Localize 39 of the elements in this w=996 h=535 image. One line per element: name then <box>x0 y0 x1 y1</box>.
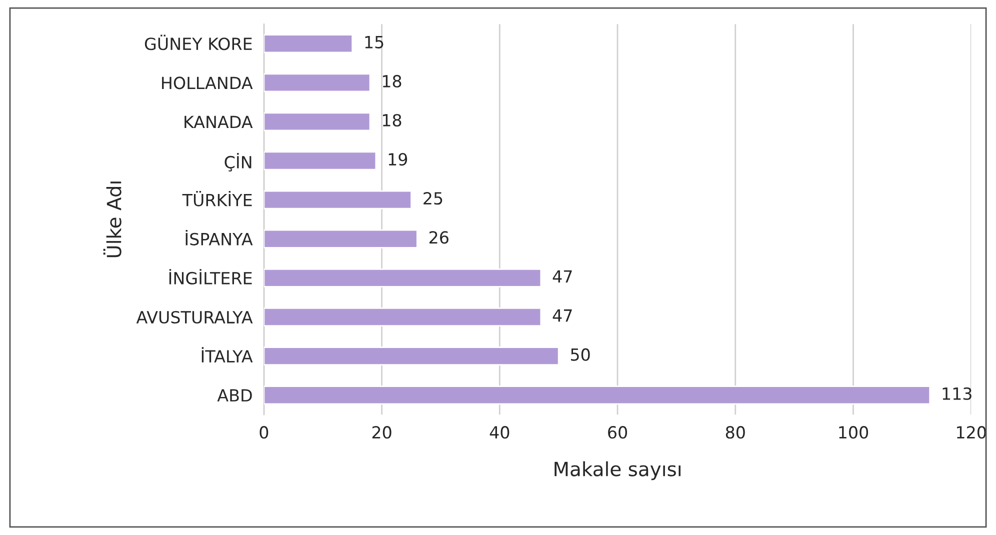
data-label: 50 <box>570 348 590 361</box>
y-tick-label: ABD <box>217 389 252 402</box>
bar <box>264 229 418 248</box>
y-tick-label: HOLLANDA <box>162 76 253 90</box>
x-tick-label: 0 <box>260 426 268 439</box>
data-label: 47 <box>552 309 572 322</box>
data-label: 15 <box>365 36 384 48</box>
data-label: 26 <box>429 231 448 244</box>
bar <box>264 112 371 132</box>
data-label: 25 <box>424 192 442 205</box>
bar <box>264 190 412 210</box>
data-label: 19 <box>388 152 408 166</box>
x-tick-label: 100 <box>839 426 868 439</box>
x-axis-title: Makale sayısı <box>554 461 680 480</box>
bar <box>264 34 354 54</box>
y-tick-label: İNGİLTERE <box>169 269 252 284</box>
y-tick-label: İTALYA <box>202 347 253 362</box>
data-label: 18 <box>382 114 402 127</box>
bar <box>264 386 931 405</box>
y-tick-label: KANADA <box>184 116 253 128</box>
x-tick-label: 120 <box>957 426 986 439</box>
x-tick-label: 80 <box>726 426 745 439</box>
y-tick-label: ÇİN <box>224 153 252 172</box>
y-tick-label: TÜRKİYE <box>182 190 252 206</box>
x-tick-label: 40 <box>490 426 510 439</box>
data-label: 47 <box>552 270 572 283</box>
bar <box>264 308 542 326</box>
bar <box>264 346 560 366</box>
bar <box>264 268 542 288</box>
bar <box>264 151 377 170</box>
data-label: 113 <box>942 387 972 400</box>
y-tick-label: İSPANYA <box>186 230 253 246</box>
y-axis-title: Ülke Adı <box>103 182 122 258</box>
x-tick-label: 60 <box>608 426 628 439</box>
x-tick-label: 20 <box>372 426 392 439</box>
y-tick-label: GÜNEY KORE <box>144 34 252 50</box>
y-tick-label: AVUSTURALYA <box>136 310 253 324</box>
data-label: 18 <box>382 74 402 88</box>
bar <box>264 73 371 92</box>
